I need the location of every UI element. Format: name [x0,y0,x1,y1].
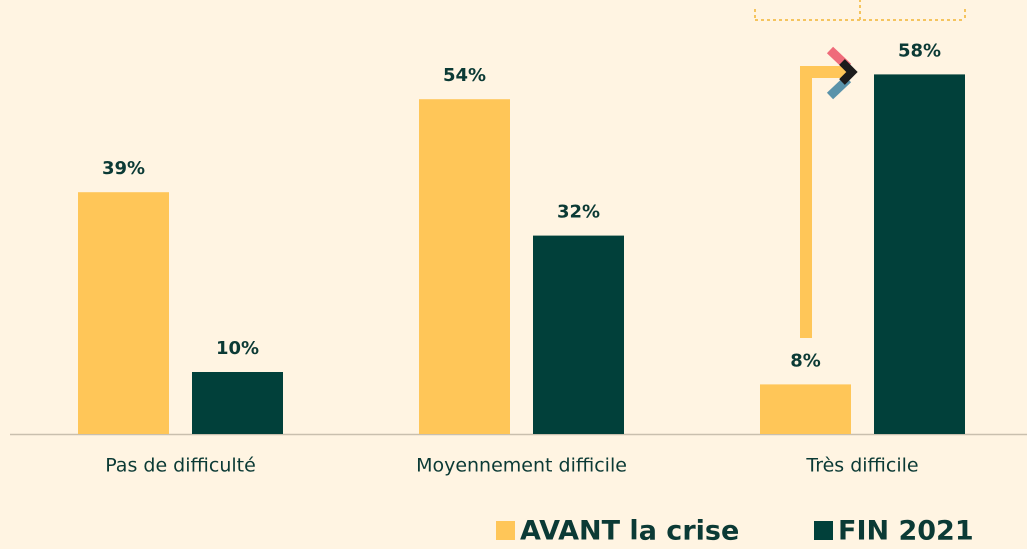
arrow-head [839,59,858,85]
value-label: 8% [790,350,821,371]
x-tick-label: Très difficile [805,455,918,477]
value-label: 58% [898,40,941,61]
bar [192,372,283,434]
bracket-decoration [754,0,966,21]
legend-label: AVANT la crise [520,516,739,547]
value-label: 10% [216,338,259,359]
value-label: 39% [102,158,145,179]
bar [78,192,169,434]
bar [533,235,624,434]
bar [874,74,965,435]
value-label: 32% [557,202,600,223]
x-tick-label: Pas de difficulté [105,455,256,477]
legend-swatch [496,521,515,540]
bar [419,99,510,434]
legend-label: FIN 2021 [838,516,974,547]
x-tick-label: Moyennement difficile [416,455,627,477]
bar [760,384,851,434]
value-label: 54% [443,65,486,86]
arrow-decoration [800,66,848,338]
legend-swatch [814,521,833,540]
